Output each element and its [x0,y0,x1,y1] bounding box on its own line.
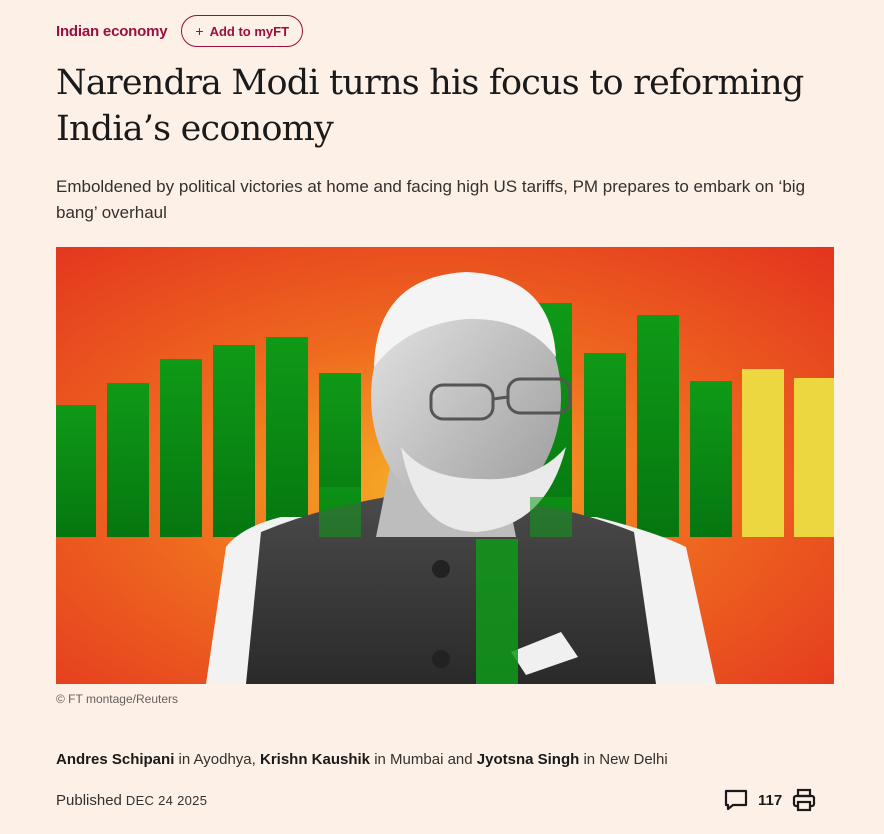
background-bars [56,303,834,537]
article-actions: 117 [722,786,818,814]
byline: Andres Schipani in Ayodhya, Krishn Kaush… [56,751,668,768]
topic-link[interactable]: Indian economy [56,22,168,40]
image-credit: © FT montage/Reuters [56,692,179,706]
comment-count[interactable]: 117 [758,791,783,809]
hero-image [56,247,834,684]
topic-row: Indian economy + Add to myFT [56,14,304,48]
add-to-myft-button[interactable]: + Add to myFT [181,15,304,47]
author-link[interactable]: Andres Schipani [56,751,175,768]
author-location: in New Delhi [583,751,668,768]
plus-icon: + [195,23,204,39]
add-to-myft-label: Add to myFT [209,23,290,39]
comment-icon[interactable] [722,786,750,814]
modi-montage-image [56,247,834,684]
standfirst: Emboldened by political victories at hom… [56,177,806,222]
author-location: in Mumbai and [374,751,473,768]
author-link[interactable]: Krishn Kaushik [260,751,371,768]
print-icon[interactable] [790,786,818,814]
headline: Narendra Modi turns his focus to reformi… [56,63,804,149]
published-date-value: DEC 24 2025 [125,793,208,808]
published-label: Published [56,792,122,809]
author-link[interactable]: Jyotsna Singh [476,751,580,768]
portrait-figure [206,272,716,684]
author-location: in Ayodhya, [178,751,256,768]
published-date: Published DEC 24 2025 [56,792,207,809]
